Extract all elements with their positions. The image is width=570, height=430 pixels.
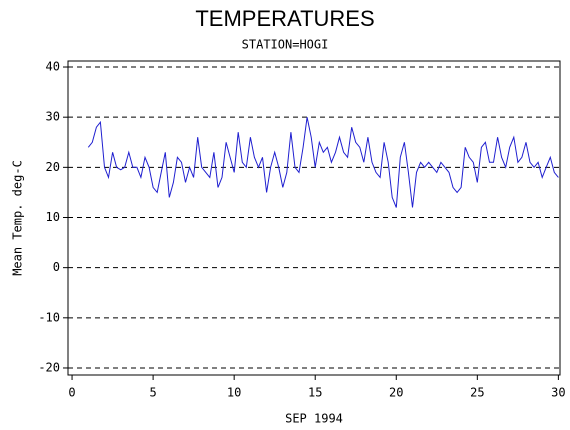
y-tick-label: 10: [46, 210, 60, 224]
y-tick-label: -10: [38, 310, 60, 324]
chart-title: TEMPERATURES: [195, 6, 374, 31]
y-tick-label: 30: [46, 110, 60, 124]
x-axis-label: SEP 1994: [285, 412, 343, 426]
x-tick-label: 30: [551, 386, 565, 400]
y-tick-label: 0: [53, 260, 60, 274]
y-tick-label: 40: [46, 60, 60, 74]
y-tick-label: -20: [38, 360, 60, 374]
plot-frame: [67, 60, 561, 376]
x-tick-label: 0: [68, 386, 75, 400]
x-tick-label: 5: [149, 386, 156, 400]
x-tick-label: 20: [389, 386, 403, 400]
x-tick-label: 15: [308, 386, 322, 400]
x-tick-label: 25: [470, 386, 484, 400]
x-tick-label: 10: [227, 386, 241, 400]
y-tick-label: 20: [46, 160, 60, 174]
temperature-line: [87, 117, 559, 208]
y-axis-label: Mean Temp. deg-C: [11, 160, 25, 276]
chart-subtitle: STATION=HOGI: [242, 38, 329, 52]
